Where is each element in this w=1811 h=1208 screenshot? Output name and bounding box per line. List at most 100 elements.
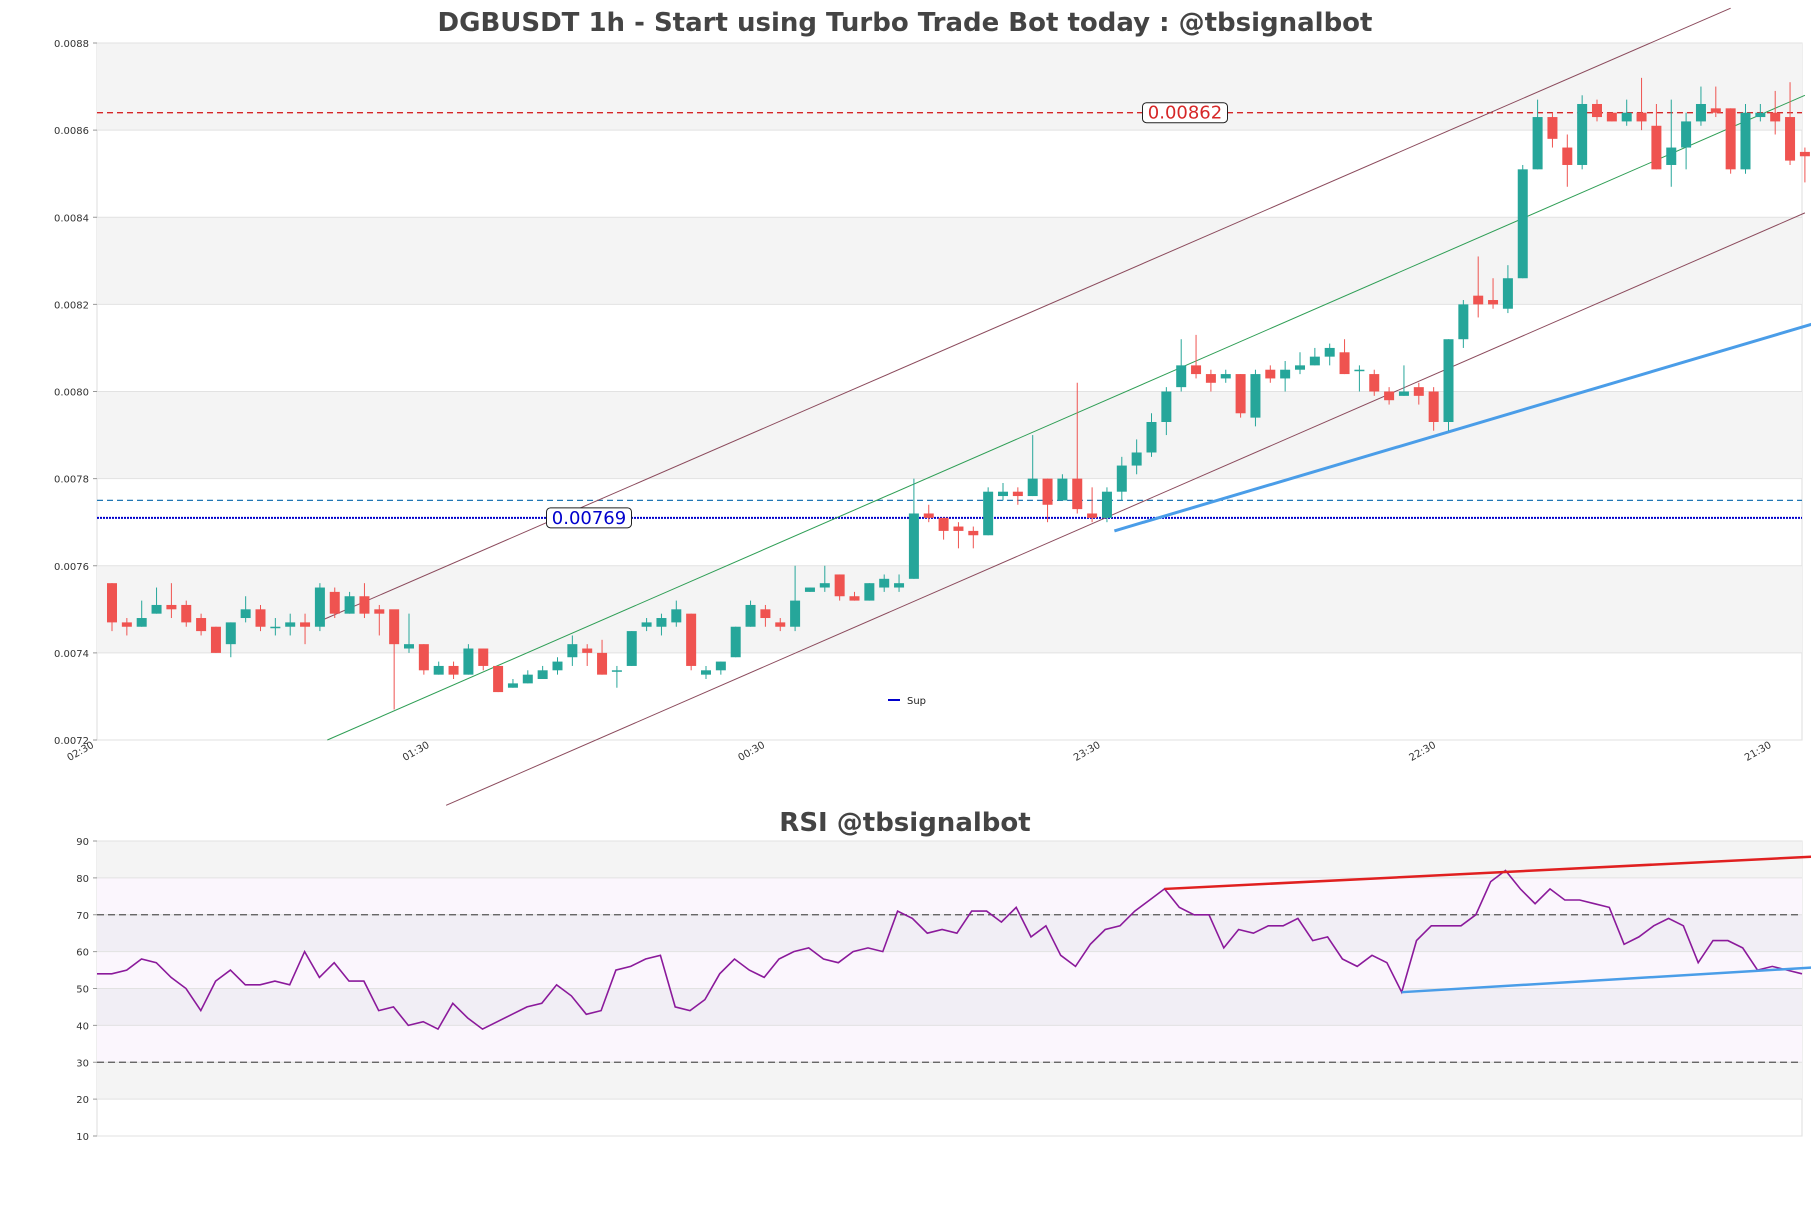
candle-body	[329, 591, 340, 614]
candle-body	[998, 491, 1008, 497]
resistance-label: 0.00862	[1148, 103, 1222, 124]
candle-body	[671, 609, 682, 623]
candle-body	[1087, 513, 1098, 518]
candle-body	[1324, 347, 1335, 357]
candle-body	[1785, 117, 1796, 161]
candle-body	[121, 622, 132, 627]
x-tick-label: 21:30	[1743, 740, 1773, 764]
candle-body	[968, 530, 979, 536]
candle-body	[1116, 465, 1127, 492]
candle-body	[507, 683, 518, 688]
candle-body	[344, 596, 355, 614]
x-tick-label: 00:30	[737, 740, 767, 764]
rsi-trend-lines	[1164, 855, 1811, 994]
candle-body	[1265, 369, 1276, 379]
candle-body	[1101, 491, 1112, 518]
candle-body	[953, 526, 964, 531]
candle-body	[641, 622, 652, 627]
rsi-y-tick-label: 20	[76, 1095, 89, 1106]
candle-body	[1443, 339, 1454, 422]
candle-body	[1176, 365, 1187, 388]
candle-body	[478, 648, 489, 666]
candle-body	[715, 661, 726, 671]
candle-body	[1369, 374, 1380, 392]
candle-body	[626, 631, 637, 666]
candle-body	[745, 604, 756, 627]
candle-body	[582, 648, 593, 653]
candle-body	[1131, 452, 1142, 466]
candle-body	[1339, 352, 1350, 375]
y-tick-label: 0.0080	[54, 388, 89, 399]
candle-body	[1191, 365, 1202, 375]
grid-band	[97, 43, 1802, 131]
candle-body	[314, 587, 325, 627]
candle-body	[1502, 278, 1513, 309]
candle-body	[522, 674, 533, 684]
candle-body	[701, 670, 711, 675]
rsi-series	[97, 869, 1803, 1031]
candle-body	[1532, 117, 1543, 170]
candles	[107, 77, 1810, 710]
candle-body	[107, 583, 117, 623]
legend-label: Sup	[907, 696, 926, 707]
rsi-resistance-line	[1164, 855, 1811, 891]
candle-body	[730, 626, 741, 658]
candle-body	[864, 583, 875, 601]
candle-body	[1072, 478, 1083, 510]
candle-body	[1027, 478, 1038, 497]
candle-body	[404, 644, 414, 649]
candle-body	[493, 665, 504, 693]
candle-body	[760, 609, 771, 619]
support-trend-line	[1113, 322, 1811, 533]
support-label-box	[546, 507, 632, 529]
candle-body	[1458, 304, 1469, 340]
rsi-band	[97, 988, 1802, 1026]
rsi-y-tick-label: 40	[76, 1021, 89, 1032]
main-chart-title: DGBUSDT 1h - Start using Turbo Trade Bot…	[438, 8, 1373, 38]
candle-body	[790, 600, 801, 627]
candle-body	[552, 661, 563, 671]
candle-body	[300, 622, 311, 627]
candle-body	[1384, 391, 1395, 401]
candle-body	[1651, 125, 1662, 170]
rsi-chart-y-axis: 10 20 30 40 50 60 70 80 90	[76, 837, 97, 1143]
price-level-labels: 0.00862 0.00769	[546, 102, 1228, 529]
resistance-label-box	[1142, 102, 1228, 124]
candle-body	[567, 644, 578, 658]
candle-body	[463, 648, 474, 675]
candle-body	[656, 618, 667, 627]
candle-body	[1517, 169, 1528, 279]
rsi-y-tick-label: 30	[76, 1058, 89, 1069]
y-tick-label: 0.0078	[54, 475, 89, 486]
candle-body	[166, 604, 177, 610]
candle-body	[1592, 103, 1602, 118]
y-tick-label: 0.0072	[54, 736, 89, 747]
rsi-y-tick-label: 60	[76, 948, 89, 959]
y-tick-label: 0.0084	[54, 213, 89, 224]
candle-body	[210, 626, 221, 653]
x-tick-label: 23:30	[1072, 740, 1102, 764]
x-tick-label: 01:30	[401, 740, 431, 764]
candle-body	[1413, 387, 1424, 396]
candle-body	[1562, 147, 1573, 165]
candle-body	[611, 670, 622, 672]
candle-body	[1042, 478, 1053, 505]
y-tick-label: 0.0074	[54, 649, 89, 660]
candle-body	[1057, 478, 1068, 501]
rsi-support-line	[1401, 966, 1811, 994]
x-tick-label: 22:30	[1408, 740, 1438, 764]
y-tick-label: 0.0082	[54, 300, 89, 311]
candle-body	[181, 604, 192, 623]
candle-body	[1577, 103, 1588, 165]
rsi-y-tick-label: 10	[76, 1132, 89, 1143]
price-levels	[97, 112, 1802, 519]
rsi-band	[97, 1062, 1802, 1100]
candle-body	[389, 609, 400, 645]
candle-body	[359, 596, 370, 614]
candle-body	[196, 618, 207, 632]
candle-body	[775, 622, 786, 627]
candle-body	[1235, 374, 1246, 414]
candle-body	[1606, 112, 1617, 122]
candle-body	[1666, 147, 1677, 165]
candle-body	[1295, 365, 1305, 370]
